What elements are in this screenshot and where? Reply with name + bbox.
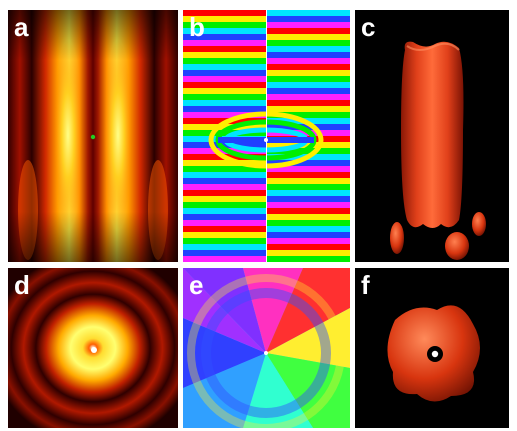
center-marker [91,347,97,353]
panel-b: b [183,10,350,262]
center-marker [90,134,96,140]
transverse-phase-map [183,268,350,428]
panel-d: d [8,268,178,428]
panel-f: f [355,268,509,428]
panel-c: c [355,10,509,262]
panel-label: c [361,12,376,42]
panel-e: e [183,268,350,428]
panel-label: a [14,12,29,42]
panel-label: b [189,12,205,42]
panel-label: e [189,270,204,300]
panel-label: d [14,270,30,300]
side-intensity-map [8,10,178,262]
panel-label: f [361,270,370,300]
side-phase-map [183,10,350,262]
transverse-isosurface [387,305,480,402]
side-isosurface [390,41,486,260]
panel-a: a [8,10,178,262]
transverse-intensity-map [8,268,178,428]
